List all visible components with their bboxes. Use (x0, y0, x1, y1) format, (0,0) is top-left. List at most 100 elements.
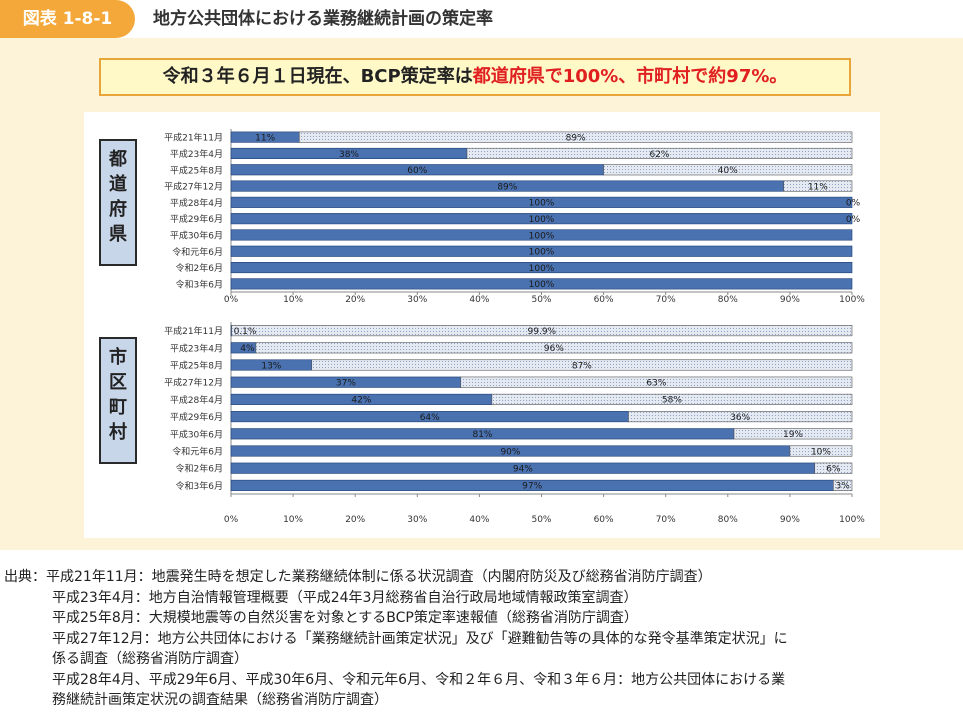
x-tick-label: 40% (469, 515, 489, 525)
bar-not-formulated (789, 445, 853, 457)
bar-not-formulated (603, 164, 853, 176)
data-label: 10% (811, 447, 831, 457)
data-label: 100% (529, 280, 555, 290)
category-label: 令和元年6月 (172, 246, 223, 258)
category-label: 平成30年6月 (170, 428, 223, 440)
category-label: 平成21年11月 (164, 132, 223, 144)
category-label: 平成29年6月 (170, 411, 223, 423)
data-label: 37% (336, 379, 356, 389)
category-label: 平成29年6月 (170, 213, 223, 225)
source-line: 平成23年4月：地方自治情報管理概要（平成24年3月総務省自治行政局地域情報政策… (52, 589, 638, 606)
source-line: 係る調査（総務省消防庁調査） (52, 651, 248, 667)
bar-not-formulated (466, 147, 853, 159)
data-label: 62% (649, 150, 669, 160)
group-label-char: 区 (109, 372, 127, 393)
category-label: 平成23年4月 (170, 342, 223, 354)
bar-not-formulated (299, 131, 853, 143)
bar-not-formulated (231, 325, 853, 337)
data-label: 0% (846, 199, 861, 209)
category-label: 平成23年4月 (170, 148, 223, 160)
data-label: 38% (339, 150, 359, 160)
bar-not-formulated (628, 411, 853, 423)
data-label: 100% (529, 248, 555, 258)
headline-box: 令和３年６月１日現在、BCP策定率は都道府県で100%、市町村で約97%。 (99, 58, 851, 96)
source-line: 平成25年8月：大規模地震等の自然災害を対象とするBCP策定率速報値（総務省消防… (52, 610, 638, 626)
x-tick-label: 70% (656, 515, 676, 525)
bar-formulated (230, 196, 853, 208)
data-label: 89% (497, 182, 517, 192)
data-label: 60% (407, 166, 427, 176)
data-label: 100% (529, 264, 555, 274)
data-label: 100% (529, 215, 555, 225)
figure-title: 地方公共団体における業務継続計画の策定率 (153, 9, 493, 29)
data-label: 13% (261, 361, 281, 371)
bar-formulated (230, 213, 853, 225)
figure-badge: 図表 1-8-1 (0, 0, 135, 38)
category-label: 平成28年4月 (170, 394, 223, 406)
x-tick-label: 10% (283, 515, 303, 525)
x-tick-label: 60% (594, 295, 614, 305)
bar-not-formulated (255, 342, 853, 354)
source-line: 平成27年12月：地方公共団体における「業務継続計画策定状況」及び「避難勧告等の… (52, 630, 788, 647)
group-label-char: 都 (109, 149, 127, 170)
source-line: 務継続計画策定状況の調査結果（総務省消防庁調査） (52, 692, 388, 708)
x-tick-label: 90% (780, 295, 800, 305)
municipality-group-label: 市 区 町 村 (99, 337, 137, 464)
category-label: 令和2年6月 (176, 262, 223, 274)
x-tick-label: 100% (839, 515, 865, 525)
data-label: 81% (472, 430, 492, 440)
data-label: 42% (351, 396, 371, 406)
x-tick-label: 30% (407, 515, 427, 525)
group-label-char: 村 (109, 422, 127, 443)
data-label: 63% (646, 379, 666, 389)
bar-not-formulated (460, 376, 853, 388)
data-label: 90% (500, 447, 520, 457)
data-label: 11% (255, 133, 275, 143)
bar-not-formulated (311, 359, 853, 371)
data-label: 4% (240, 344, 255, 354)
data-label: 11% (808, 182, 828, 192)
data-label: 94% (513, 465, 533, 475)
headline-highlight: 都道府県で100%、市町村で約97%。 (472, 66, 788, 87)
x-tick-label: 100% (839, 295, 865, 305)
bar-not-formulated (833, 479, 853, 491)
data-label: 3% (836, 482, 851, 492)
data-label: 96% (544, 344, 564, 354)
data-label: 97% (522, 482, 542, 492)
data-label: 0% (846, 215, 861, 225)
x-tick-label: 60% (594, 515, 614, 525)
x-tick-label: 90% (780, 515, 800, 525)
group-label-char: 県 (109, 224, 127, 245)
prefecture-group-label: 都 道 府 県 (99, 139, 137, 266)
category-label: 平成27年12月 (164, 377, 223, 389)
data-label: 6% (826, 465, 841, 475)
source-line: 平成28年4月、平成29年6月、平成30年6月、令和元年6月、令和２年６月、令和… (52, 671, 786, 688)
header-bar: 図表 1-8-1 地方公共団体における業務継続計画の策定率 (0, 0, 963, 38)
bar-formulated (230, 261, 853, 274)
data-label: 36% (730, 413, 750, 423)
bar-formulated (230, 229, 853, 241)
category-label: 平成27年12月 (164, 181, 223, 193)
category-label: 令和3年6月 (176, 278, 223, 290)
data-label: 100% (529, 231, 555, 241)
data-label: 40% (718, 166, 738, 176)
data-label: 99.9% (528, 327, 557, 337)
x-tick-label: 80% (718, 295, 738, 305)
category-label: 平成25年8月 (170, 360, 223, 372)
data-label: 19% (783, 430, 803, 440)
group-label-char: 府 (109, 199, 127, 220)
category-label: 平成25年8月 (170, 164, 223, 176)
headline-prefix: 令和３年６月１日現在、BCP策定率は (162, 66, 473, 87)
bar-formulated (230, 245, 853, 257)
data-label: 100% (529, 199, 555, 209)
data-label: 87% (572, 361, 592, 371)
data-label: 64% (420, 413, 440, 423)
category-label: 平成21年11月 (164, 325, 223, 337)
group-label-char: 市 (109, 347, 127, 368)
group-label-char: 道 (109, 174, 127, 195)
source-line: 出典：平成21年11月：地震発生時を想定した業務継続体制に係る状況調査（内閣府防… (4, 569, 712, 585)
data-label: 89% (566, 133, 586, 143)
x-tick-label: 50% (531, 515, 551, 525)
bar-not-formulated (814, 462, 853, 474)
